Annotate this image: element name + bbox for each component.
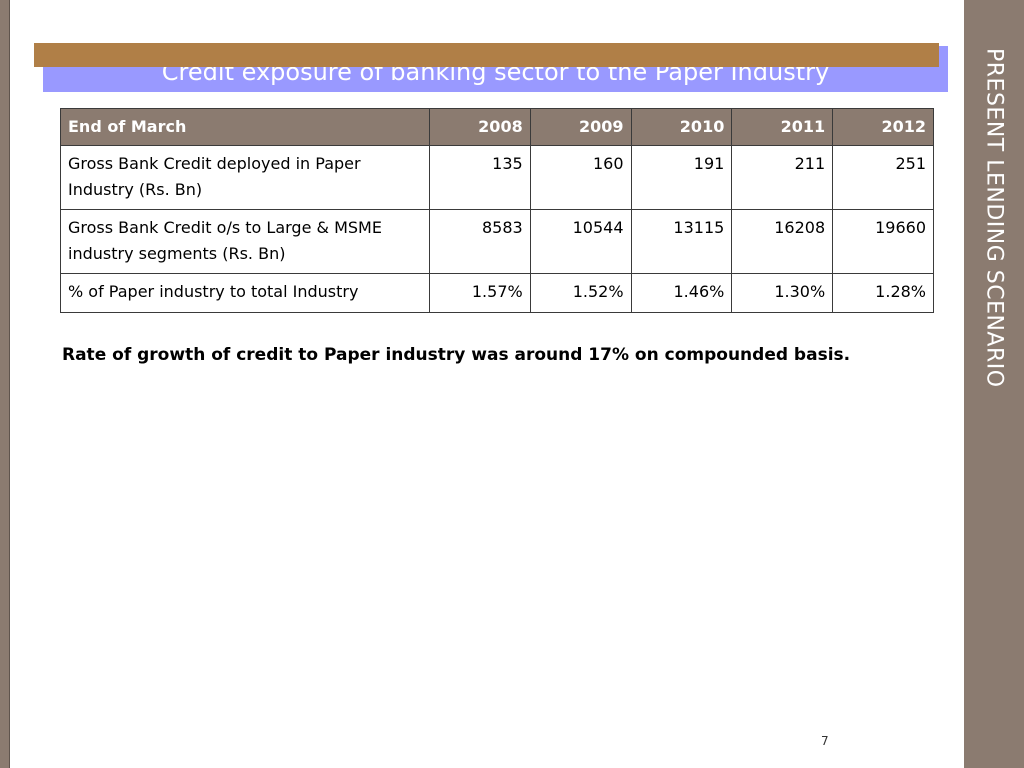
table-cell: 13115 bbox=[630, 209, 733, 274]
table-row: Gross Bank Credit deployed in Paper Indu… bbox=[60, 145, 934, 210]
column-header-2010: 2010 bbox=[630, 108, 733, 146]
left-accent-line bbox=[9, 0, 10, 768]
row-label: % of Paper industry to total Industry bbox=[60, 273, 430, 313]
growth-note: Rate of growth of credit to Paper indust… bbox=[62, 345, 851, 365]
title-overlay-bar bbox=[34, 43, 939, 67]
table-row: Gross Bank Credit o/s to Large & MSME in… bbox=[60, 209, 934, 274]
column-header-2008: 2008 bbox=[429, 108, 531, 146]
table-cell: 1.46% bbox=[630, 273, 733, 313]
table-header-row: End of March 2008 2009 2010 2011 2012 bbox=[60, 108, 934, 146]
table-cell: 1.52% bbox=[529, 273, 632, 313]
table-row: % of Paper industry to total Industry 1.… bbox=[60, 273, 934, 313]
row-label: Gross Bank Credit deployed in Paper Indu… bbox=[60, 145, 430, 210]
table-cell: 8583 bbox=[429, 209, 531, 274]
table-cell: 1.28% bbox=[832, 273, 934, 313]
table-cell: 1.57% bbox=[429, 273, 531, 313]
side-title: PRESENT LENDING SCENARIO bbox=[981, 48, 1007, 388]
table-cell: 19660 bbox=[832, 209, 934, 274]
table-cell: 191 bbox=[630, 145, 733, 210]
row-label: Gross Bank Credit o/s to Large & MSME in… bbox=[60, 209, 430, 274]
table-cell: 1.30% bbox=[731, 273, 834, 313]
column-header-2009: 2009 bbox=[529, 108, 632, 146]
credit-exposure-table: End of March 2008 2009 2010 2011 2012 Gr… bbox=[60, 108, 934, 313]
side-title-container: PRESENT LENDING SCENARIO bbox=[964, 0, 1024, 768]
table-cell: 10544 bbox=[529, 209, 632, 274]
table-cell: 160 bbox=[529, 145, 632, 210]
table-cell: 16208 bbox=[731, 209, 834, 274]
left-accent-strip bbox=[0, 0, 9, 768]
column-header-label: End of March bbox=[60, 108, 430, 146]
table-cell: 211 bbox=[731, 145, 834, 210]
table-cell: 135 bbox=[429, 145, 531, 210]
page-number: 7 bbox=[821, 734, 829, 748]
column-header-2012: 2012 bbox=[832, 108, 934, 146]
table-cell: 251 bbox=[832, 145, 934, 210]
right-sidebar bbox=[964, 0, 1024, 768]
column-header-2011: 2011 bbox=[731, 108, 834, 146]
